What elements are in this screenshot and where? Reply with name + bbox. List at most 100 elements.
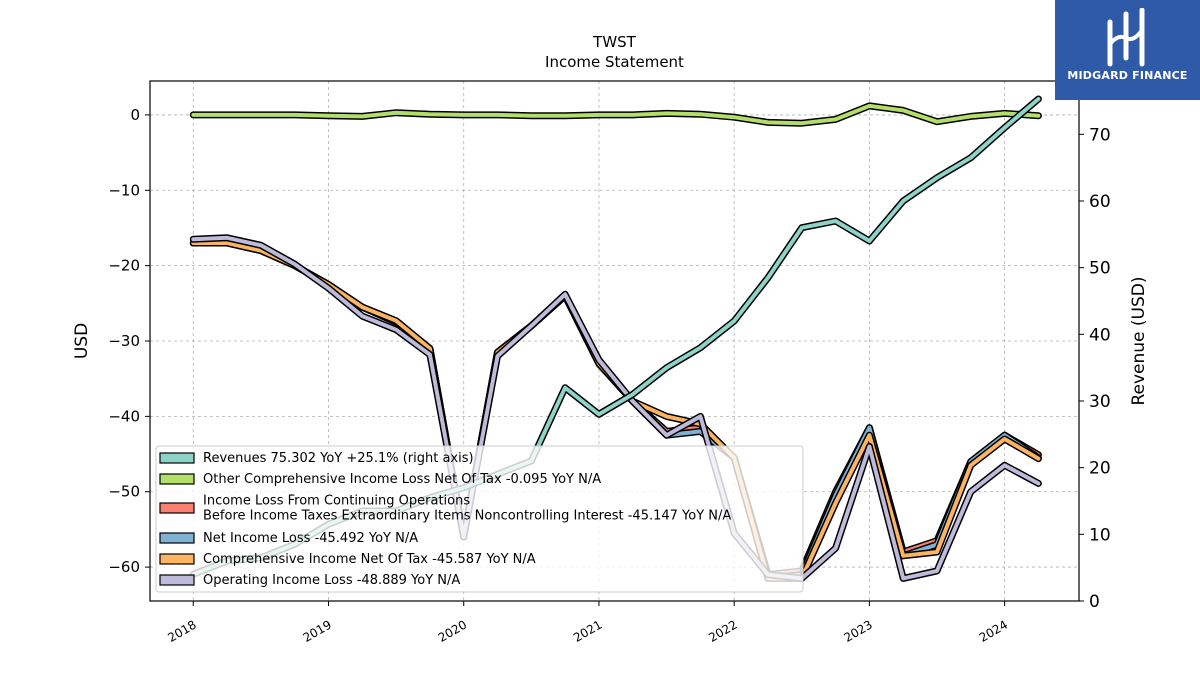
series-0-point-11 bbox=[564, 387, 566, 389]
series-5-point-7 bbox=[429, 354, 431, 356]
series-1-point-9 bbox=[497, 114, 498, 116]
legend-label-1: Other Comprehensive Income Loss Net Of T… bbox=[203, 472, 601, 487]
legend-swatch-1 bbox=[159, 473, 195, 485]
series-4-point-1 bbox=[226, 242, 228, 244]
series-1-point-8 bbox=[463, 114, 465, 116]
series-5-point-13 bbox=[632, 400, 634, 402]
x-tick-label-5: 2023 bbox=[841, 618, 874, 645]
series-4-point-19 bbox=[835, 502, 837, 504]
series-1-point-16 bbox=[733, 116, 735, 118]
series-4-point-21 bbox=[902, 555, 904, 557]
series-1-point-17 bbox=[767, 121, 769, 123]
chart-subtitle: Income Statement bbox=[545, 53, 684, 71]
series-4-point-7 bbox=[429, 348, 431, 349]
series-5-point-21 bbox=[902, 577, 904, 579]
x-tick-label-0: 2018 bbox=[165, 618, 198, 645]
series-0-point-14 bbox=[666, 367, 668, 369]
x-tick-label-2: 2020 bbox=[436, 618, 469, 645]
series-1-point-15 bbox=[699, 113, 701, 115]
series-5-point-0 bbox=[192, 238, 194, 240]
series-5-point-9 bbox=[497, 355, 498, 357]
series-0-point-20 bbox=[868, 240, 870, 242]
series-1-point-21 bbox=[902, 109, 904, 111]
series-4-point-14 bbox=[666, 415, 668, 417]
series-1-point-25 bbox=[1037, 115, 1039, 117]
series-1-point-1 bbox=[226, 114, 228, 116]
series-lines bbox=[189, 95, 1042, 582]
series-3-point-20 bbox=[868, 427, 870, 429]
legend-label-5: Operating Income Loss -48.889 YoY N/A bbox=[203, 573, 460, 588]
y-tick-label-3: −30 bbox=[108, 332, 140, 350]
series-0-point-19 bbox=[835, 220, 837, 222]
series-4-point-5 bbox=[361, 306, 363, 308]
y-axis-right-label: Revenue (USD) bbox=[1129, 276, 1149, 405]
series-1-point-13 bbox=[632, 114, 634, 116]
series-1-point-24 bbox=[1004, 112, 1006, 114]
y-right-tick-label-6: 60 bbox=[1089, 192, 1111, 212]
series-1-point-12 bbox=[598, 114, 600, 116]
logo-mark-icon bbox=[1107, 8, 1145, 67]
x-tick-label-3: 2021 bbox=[571, 618, 604, 645]
y-tick-label-5: −50 bbox=[108, 483, 140, 501]
series-0-point-13 bbox=[632, 393, 634, 395]
series-5-line bbox=[191, 235, 1041, 581]
legend-swatch-5 bbox=[159, 574, 195, 586]
series-0-point-23 bbox=[970, 157, 972, 159]
series-0-point-16 bbox=[733, 320, 735, 322]
series-1-point-18 bbox=[801, 122, 803, 124]
legend-label-4: Comprehensive Income Net Of Tax -45.587 … bbox=[203, 552, 536, 567]
y-tick-label-4: −40 bbox=[108, 407, 140, 425]
y-axis-label: USD bbox=[72, 323, 92, 359]
series-5-point-4 bbox=[328, 287, 329, 289]
series-1-point-7 bbox=[429, 113, 431, 115]
series-5-point-3 bbox=[294, 263, 296, 265]
series-5-point-10 bbox=[530, 325, 532, 327]
series-1-point-23 bbox=[970, 115, 972, 117]
series-4-point-23 bbox=[970, 464, 972, 466]
series-5-point-6 bbox=[395, 329, 397, 331]
x-tick-label-6: 2024 bbox=[977, 618, 1010, 645]
series-1-point-19 bbox=[835, 118, 837, 120]
series-4-point-20 bbox=[868, 434, 870, 436]
y-tick-label-0: 0 bbox=[130, 106, 140, 124]
y-tick-label-2: −20 bbox=[108, 257, 140, 275]
series-5-point-15 bbox=[699, 415, 701, 417]
legend-box bbox=[155, 445, 804, 593]
legend-swatch-4 bbox=[159, 553, 195, 565]
y-right-tick-label-1: 10 bbox=[1089, 525, 1111, 545]
series-1-point-3 bbox=[294, 114, 296, 116]
series-0-point-21 bbox=[902, 200, 904, 202]
x-tick-label-4: 2022 bbox=[706, 618, 739, 645]
series-1-point-2 bbox=[260, 114, 262, 116]
y-right-tick-label-4: 40 bbox=[1089, 325, 1111, 345]
legend-swatch-0 bbox=[159, 452, 195, 464]
x-tick-label-1: 2019 bbox=[301, 618, 334, 645]
series-4-point-24 bbox=[1004, 438, 1006, 440]
series-4-point-25 bbox=[1037, 458, 1039, 460]
series-5-point-20 bbox=[868, 446, 870, 447]
series-5-point-22 bbox=[936, 570, 938, 572]
series-0-point-15 bbox=[699, 347, 701, 349]
legend-label-3: Net Income Loss -45.492 YoY N/A bbox=[203, 531, 418, 546]
y-tick-label-6: −60 bbox=[108, 558, 140, 576]
series-5-point-2 bbox=[260, 244, 262, 246]
series-1-line bbox=[191, 103, 1041, 126]
series-5-point-1 bbox=[226, 237, 228, 239]
series-5-point-14 bbox=[666, 434, 668, 436]
y-right-tick-label-2: 20 bbox=[1089, 459, 1111, 479]
logo-text: MIDGARD FINANCE bbox=[1067, 69, 1188, 82]
legend-swatch-3 bbox=[159, 532, 195, 544]
series-3-point-15 bbox=[699, 430, 701, 432]
series-0-point-17 bbox=[767, 277, 769, 279]
series-4-point-2 bbox=[260, 250, 262, 252]
series-1-point-6 bbox=[395, 112, 397, 114]
series-5-point-24 bbox=[1004, 464, 1006, 466]
series-0-point-25 bbox=[1037, 98, 1039, 100]
series-0-point-22 bbox=[936, 177, 938, 179]
legend-label-0: Revenues 75.302 YoY +25.1% (right axis) bbox=[203, 451, 474, 466]
series-1-point-4 bbox=[328, 115, 329, 117]
series-4-point-6 bbox=[395, 320, 397, 322]
legend: Revenues 75.302 YoY +25.1% (right axis) O… bbox=[155, 445, 804, 593]
series-1-point-0 bbox=[192, 114, 194, 116]
series-5-point-23 bbox=[970, 491, 972, 493]
